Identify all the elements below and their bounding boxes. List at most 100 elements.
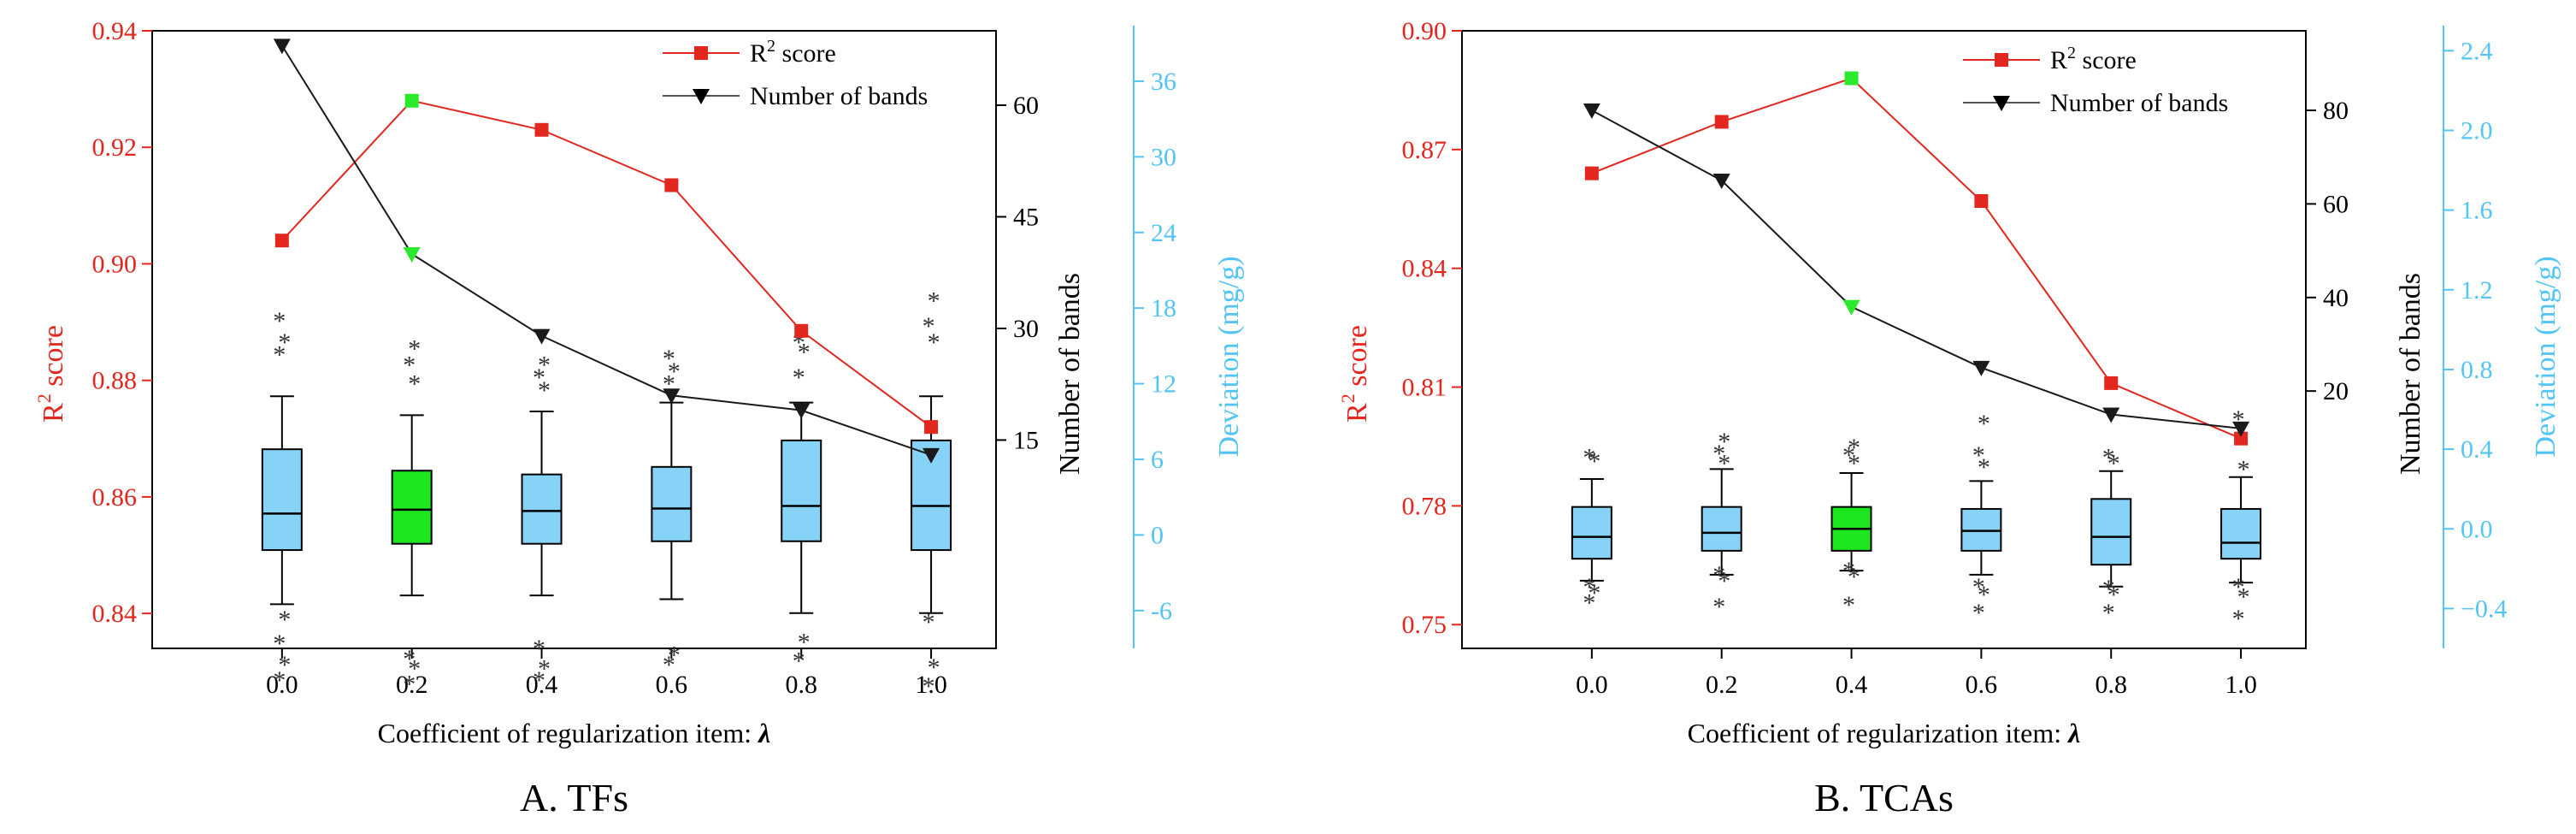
box-outlier: * [798,339,811,367]
r2-point [1584,166,1599,180]
panel-label: A. TFs [520,776,628,819]
box-iqr [1571,506,1612,560]
box-outlier: * [1583,443,1595,471]
r2-point [534,122,549,137]
box-outlier: * [403,670,416,698]
box-outlier: * [2102,599,2115,627]
r2-tick-label: 0.88 [92,367,138,395]
deviation-tick-label: −0.4 [2461,594,2507,623]
x-tick-label: 0.8 [2095,671,2127,699]
box-outlier: * [273,630,286,658]
x-tick-label: 1.0 [2225,671,2257,699]
box-outlier: * [538,351,551,379]
bands-point [1842,299,1860,316]
box-outlier: * [538,655,551,683]
box-outlier: * [538,376,551,405]
box-outlier: * [1848,449,1860,477]
r2-axis-title: R2 score [33,325,69,423]
box-outlier: * [1712,440,1725,468]
bands-tick-label: 20 [2323,377,2349,405]
r2-point [2234,431,2249,446]
r2-point [1844,71,1859,86]
bands-point [2102,407,2120,423]
bands-point [1972,360,1990,376]
x-tick-label: 1.0 [915,671,947,699]
r2-tick-label: 0.92 [92,133,138,162]
bands-point [273,38,291,55]
bands-tick-label: 60 [2323,190,2349,218]
deviation-tick-label: 36 [1151,68,1176,96]
box-plot: ****** [521,351,563,695]
box-outlier: * [928,328,940,357]
bands-point [793,403,811,419]
box-outlier: * [278,606,291,634]
x-tick-label: 0.2 [396,671,428,699]
bands-tick-label: 80 [2323,97,2349,125]
box-outlier: * [1972,599,1985,627]
r2-tick-label: 0.84 [1402,255,1447,283]
box-outlier: * [923,608,935,636]
deviation-tick-label: 1.2 [2461,276,2493,305]
box-outlier: * [1588,579,1600,607]
box-outlier: * [668,358,681,386]
box-outlier: * [408,334,421,363]
box-plot: ******* [261,307,303,695]
r2-point [2104,376,2119,390]
box-outlier: * [1718,567,1730,595]
legend-bands-marker [693,89,710,104]
deviation-tick-label: 0.0 [2461,515,2493,543]
box-outlier: * [1978,453,1990,482]
bands-point [1712,174,1730,190]
r2-point [404,93,419,108]
box-outlier: * [1718,428,1730,456]
bands-point [923,447,940,464]
deviation-tick-label: 2.0 [2461,116,2493,145]
box-outlier: * [273,341,286,370]
box-iqr [781,439,822,542]
r2-tick-label: 0.90 [92,250,138,278]
x-tick-label: 0.0 [266,671,298,699]
box-plot: ****** [391,334,433,698]
series-line [281,99,932,428]
plot-frame [1461,30,2307,649]
box-plot: ****** [911,287,952,701]
deviation-tick-label: 24 [1151,219,1176,247]
box-outlier: * [793,364,805,392]
bands-point [2232,421,2250,437]
series-line [1591,77,2242,440]
legend-r2-label: R2 score [2050,44,2137,74]
box-iqr [651,465,693,542]
box-outlier: * [1978,410,1990,438]
r2-tick-label: 0.86 [92,483,138,512]
legend: R2 score Number of bands [1963,44,2228,117]
r2-point [664,178,679,192]
box-outlier: * [668,641,681,669]
box-iqr [391,470,433,545]
panel-b: 0.75 0.78 0.81 0.84 0.87 0.90 R2 score 20 40 60 80… [1337,17,2561,819]
box-outlier: * [533,666,545,695]
box-outlier: * [923,312,935,340]
box-plot: ***** [2220,405,2262,633]
x-tick-label: 0.0 [1576,671,1608,699]
legend-r2-marker [694,46,708,60]
deviation-tick-label: 30 [1151,143,1176,171]
x-tick-label: 0.4 [1836,671,1868,699]
box-plot: ****** [1830,434,1872,619]
box-outlier: * [1978,581,1990,609]
bands-tick-label: 15 [1013,426,1039,454]
box-iqr [1701,506,1742,552]
box-outlier: * [278,328,291,357]
x-tick-label: 0.4 [526,671,558,699]
box-outlier: * [273,666,286,695]
deviation-tick-label: 18 [1151,294,1176,322]
bands-point [533,328,551,345]
legend: R2 score Number of bands [663,37,928,110]
box-iqr [261,448,303,552]
box-outlier: * [928,287,940,315]
bands-tick-label: 60 [1013,92,1039,120]
series-bands [273,38,940,464]
r2-point [274,234,289,248]
box-outlier: * [2232,573,2245,601]
box-iqr [2090,498,2132,566]
